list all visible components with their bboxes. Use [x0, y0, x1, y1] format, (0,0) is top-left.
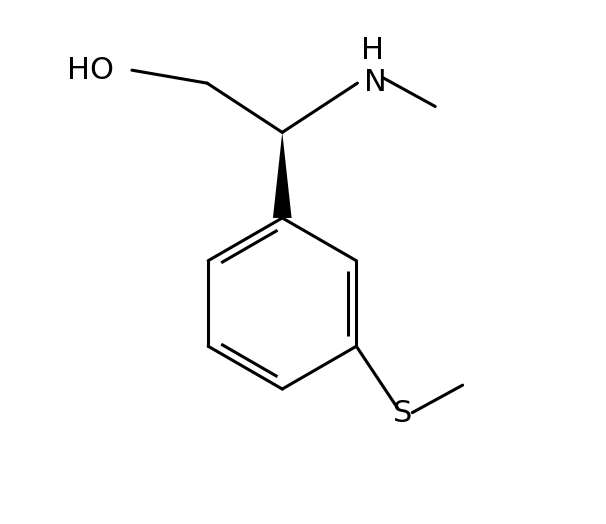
Text: HO: HO [67, 56, 114, 85]
Polygon shape [273, 133, 291, 218]
Text: S: S [393, 399, 413, 428]
Text: N: N [364, 68, 387, 96]
Text: H: H [362, 37, 384, 66]
